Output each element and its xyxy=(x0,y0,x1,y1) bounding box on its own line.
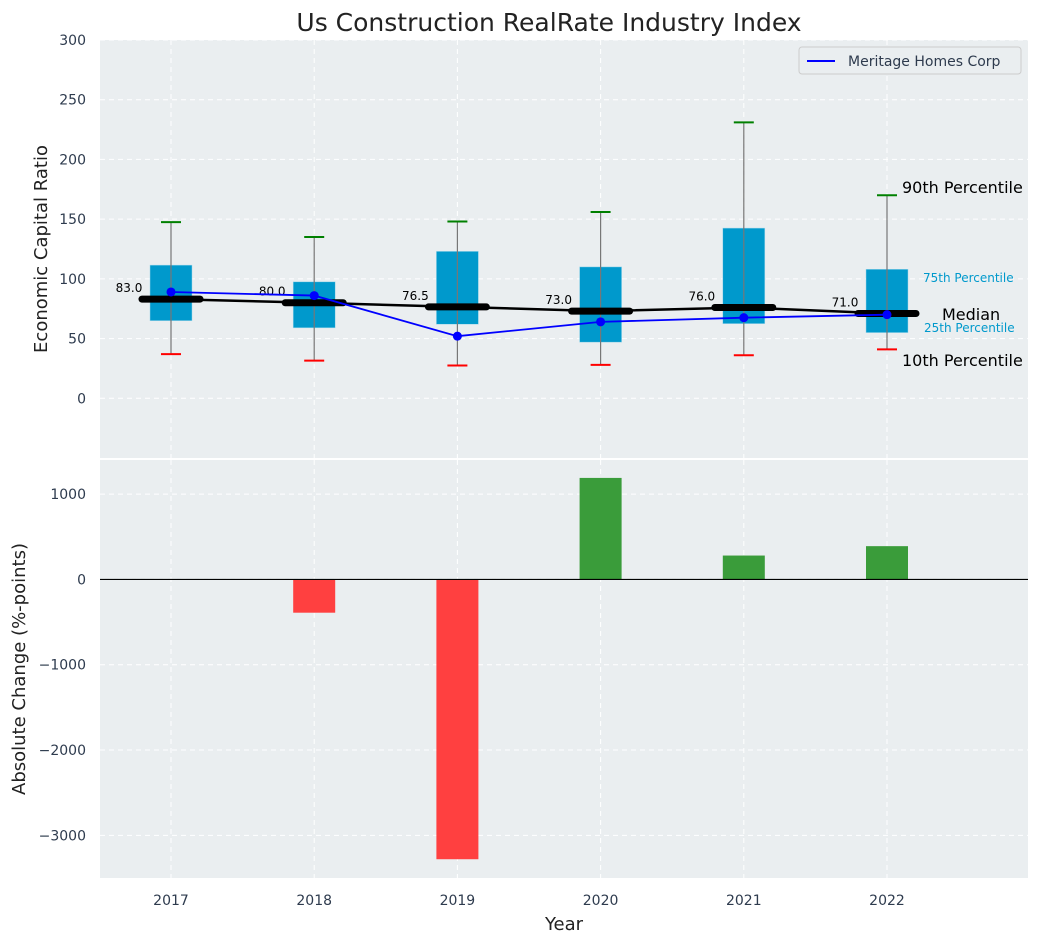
median-value-label: 76.0 xyxy=(688,290,715,304)
series-point xyxy=(166,287,176,297)
top-y-tick-label: 250 xyxy=(59,93,86,109)
median-value-label: 83.0 xyxy=(116,281,143,295)
percentile-annotation: 75th Percentile xyxy=(923,271,1014,285)
change-bar xyxy=(436,579,479,860)
top-y-axis-label: Economic Capital Ratio xyxy=(31,145,52,353)
series-point xyxy=(882,310,892,320)
percentile-annotation: Median xyxy=(942,305,1000,324)
bottom-y-tick-label: 0 xyxy=(77,572,86,588)
series-point xyxy=(596,317,606,327)
x-axis-label: Year xyxy=(544,914,584,935)
top-y-tick-label: 0 xyxy=(77,391,86,407)
median-value-label: 73.0 xyxy=(545,293,572,307)
top-y-tick-label: 200 xyxy=(59,152,86,168)
bottom-plot-area xyxy=(100,460,1028,878)
top-y-tick-label: 100 xyxy=(59,272,86,288)
legend-box xyxy=(798,46,1022,75)
change-bar xyxy=(866,546,908,580)
percentile-annotation: 10th Percentile xyxy=(902,351,1023,370)
top-y-tick-label: 300 xyxy=(59,33,86,49)
x-tick-label: 2022 xyxy=(869,893,905,909)
series-point xyxy=(309,291,319,301)
top-plot-area xyxy=(100,40,1028,458)
change-bar xyxy=(293,579,336,613)
series-point xyxy=(739,313,749,323)
change-bar xyxy=(722,555,765,580)
x-tick-label: 2018 xyxy=(296,893,332,909)
bottom-y-tick-label: −2000 xyxy=(39,743,86,759)
series-point xyxy=(452,331,462,341)
bottom-y-tick-label: −1000 xyxy=(39,658,86,674)
percentile-annotation: 90th Percentile xyxy=(902,178,1023,197)
x-tick-label: 2021 xyxy=(726,893,762,909)
median-value-label: 80.0 xyxy=(259,285,286,299)
legend: Meritage Homes Corp xyxy=(798,46,1022,75)
percentile-annotation: 25th Percentile xyxy=(924,321,1015,335)
bottom-y-tick-label: −3000 xyxy=(39,828,86,844)
x-tick-label: 2020 xyxy=(583,893,619,909)
top-y-tick-label: 50 xyxy=(68,332,86,348)
chart-title: Us Construction RealRate Industry Index xyxy=(296,8,801,37)
legend-label: Meritage Homes Corp xyxy=(848,54,1001,70)
bottom-y-tick-label: 1000 xyxy=(50,487,86,503)
series-line-meritage xyxy=(170,291,888,338)
x-tick-label: 2019 xyxy=(440,893,476,909)
change-bar xyxy=(579,477,622,580)
top-y-tick-label: 150 xyxy=(59,212,86,228)
median-value-label: 71.0 xyxy=(832,295,859,309)
bottom-y-axis-label: Absolute Change (%-points) xyxy=(9,543,30,795)
median-value-label: 76.5 xyxy=(402,289,429,303)
x-tick-label: 2017 xyxy=(153,893,189,909)
